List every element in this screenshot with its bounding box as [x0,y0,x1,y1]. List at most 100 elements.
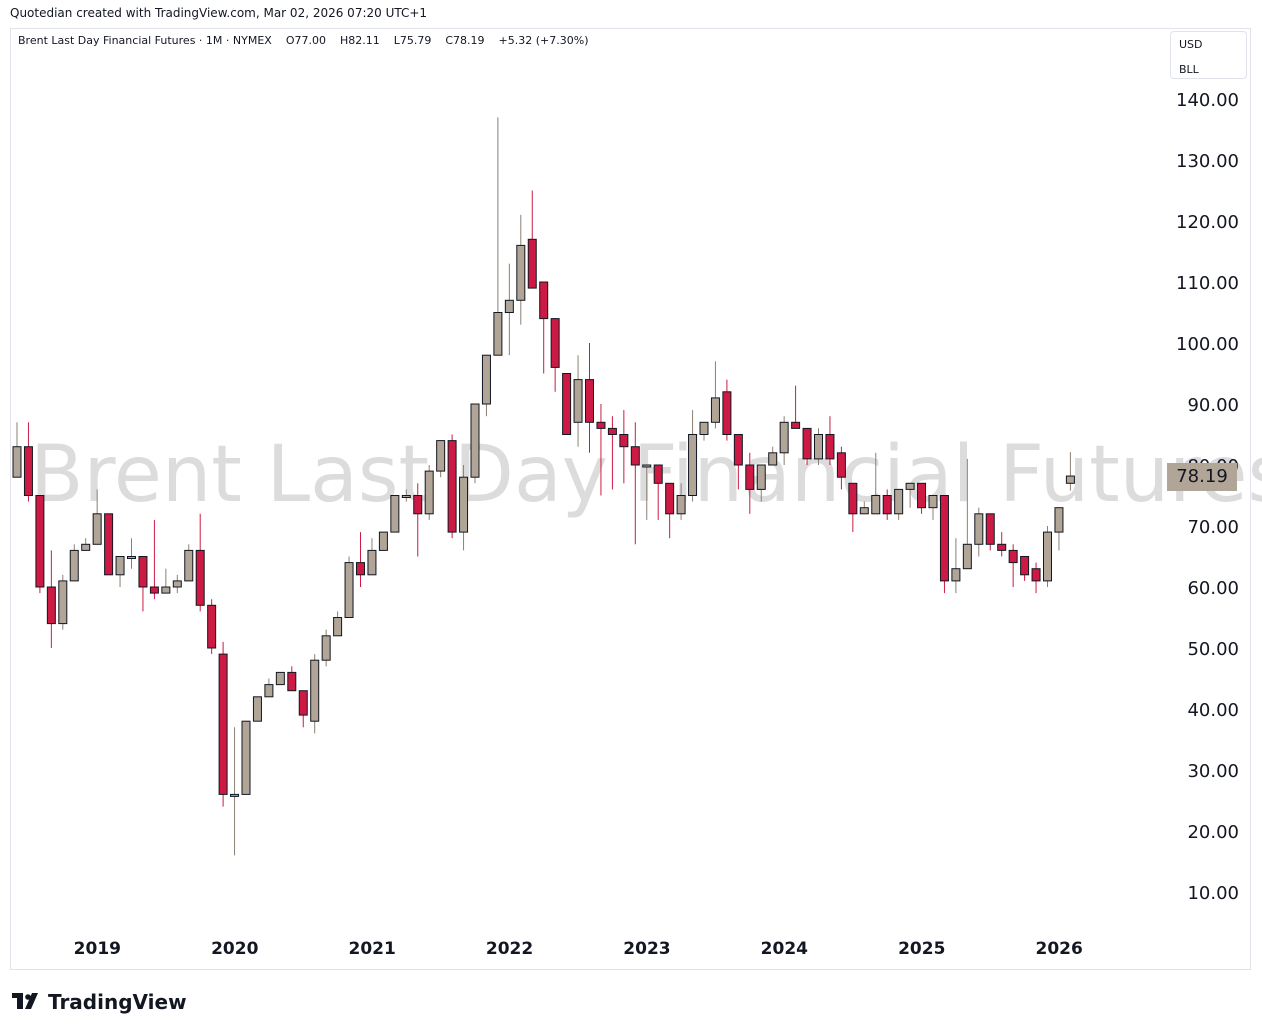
candle-2018-11[interactable] [23,422,33,502]
candle-2025-09[interactable] [962,458,972,570]
candle-2023-02[interactable] [607,416,617,490]
legend-symbol[interactable]: Brent Last Day Financial Futures · 1M · … [18,34,272,47]
candle-2022-08[interactable] [539,281,549,374]
candle-2023-09[interactable] [688,410,698,502]
candle-2024-01[interactable] [733,434,743,490]
candle-2026-01[interactable] [1008,544,1018,587]
candle-2020-01[interactable] [184,544,194,582]
candle-2025-06[interactable] [928,495,938,520]
candle-2022-02[interactable] [470,403,480,484]
candle-2023-08[interactable] [676,483,686,520]
candle-2021-09[interactable] [413,483,423,557]
candle-2020-11[interactable] [298,690,308,728]
candle-2024-06[interactable] [791,385,801,429]
candle-2022-10[interactable] [562,373,572,435]
candle-2020-08[interactable] [264,678,274,698]
candle-2021-02[interactable] [333,611,343,637]
candle-2024-09[interactable] [825,416,835,465]
candle-2019-02[interactable] [58,574,68,630]
candle-2019-03[interactable] [69,544,79,582]
candle-2021-04[interactable] [356,532,365,587]
candle-body [939,495,949,582]
candle-2025-10[interactable] [974,507,984,557]
candle-2020-07[interactable] [252,696,262,722]
candle-2019-12[interactable] [172,574,182,594]
candle-2025-03[interactable] [894,488,904,520]
candle-2020-04[interactable] [218,641,228,807]
candle-2024-10[interactable] [836,446,846,490]
candle-2019-08[interactable] [127,538,136,569]
currency-label[interactable]: USD [1179,38,1203,51]
candle-2024-02[interactable] [745,452,755,514]
candle-2025-07[interactable] [939,495,949,594]
candle-2025-01[interactable] [871,452,881,515]
candle-2021-01[interactable] [321,629,331,667]
candle-2018-12[interactable] [35,495,45,594]
candle-2022-01[interactable] [459,465,469,551]
candle-2025-11[interactable] [985,513,995,551]
candle-2019-07[interactable] [115,556,125,588]
price-scale-label-box[interactable]: USD BLL [1170,31,1247,79]
candle-2019-01[interactable] [46,550,56,648]
candle-2023-03[interactable] [619,410,629,484]
candle-2020-06[interactable] [241,720,251,795]
candle-2022-03[interactable] [481,354,491,417]
candle-2022-06[interactable] [516,214,526,325]
candle-2024-05[interactable] [779,416,789,465]
candle-2022-04[interactable] [493,117,503,356]
candle-2018-10[interactable] [12,422,22,478]
candle-2021-11[interactable] [436,440,446,478]
candle-2024-07[interactable] [802,427,812,465]
candle-2021-03[interactable] [344,556,354,618]
candle-2019-09[interactable] [138,556,148,612]
candle-2025-05[interactable] [917,482,927,514]
candle-2024-11[interactable] [848,482,858,533]
candle-2020-05[interactable] [230,727,240,856]
candle-2023-10[interactable] [699,421,709,441]
candle-2020-02[interactable] [195,513,205,612]
candle-2024-04[interactable] [768,446,778,466]
candle-body [390,495,400,533]
candle-2023-12[interactable] [722,379,732,441]
candle-2023-05[interactable] [642,464,652,520]
candle-2019-10[interactable] [149,519,159,600]
candle-2019-06[interactable] [104,513,114,576]
candle-2024-08[interactable] [814,428,823,465]
candle-2023-11[interactable] [710,361,720,429]
candle-2026-06[interactable] [1065,452,1075,491]
candle-2021-06[interactable] [378,531,388,551]
candle-2022-12[interactable] [585,343,594,453]
candle-2023-06[interactable] [653,464,663,520]
candle-2020-12[interactable] [310,654,320,734]
candle-2021-10[interactable] [424,465,434,520]
candle-2024-03[interactable] [756,464,766,502]
candle-2025-12[interactable] [997,532,1007,557]
candle-2021-08[interactable] [401,489,411,502]
candle-2026-04[interactable] [1043,526,1052,587]
candle-2022-05[interactable] [504,263,514,356]
candle-2021-05[interactable] [367,538,377,576]
candle-2023-01[interactable] [596,404,606,496]
candle-2020-03[interactable] [207,599,217,655]
candle-2025-04[interactable] [905,482,915,508]
candle-2025-02[interactable] [882,489,892,520]
candle-2021-07[interactable] [390,495,400,533]
candle-2019-11[interactable] [161,568,171,594]
candle-2020-10[interactable] [287,666,297,692]
candle-2022-11[interactable] [573,355,583,447]
candle-2025-08[interactable] [951,538,961,594]
candle-2022-09[interactable] [550,318,560,392]
tradingview-brand[interactable]: TradingView [12,990,187,1014]
candle-2024-12[interactable] [859,501,869,515]
candle-2023-07[interactable] [665,482,675,539]
candle-2019-04[interactable] [81,538,91,551]
candle-2022-07[interactable] [527,190,537,289]
candle-2026-03[interactable] [1031,562,1041,594]
candle-2026-05[interactable] [1054,507,1064,551]
candle-2023-04[interactable] [630,422,640,545]
candle-2020-09[interactable] [275,671,285,686]
candle-2019-05[interactable] [92,489,102,545]
candle-2021-12[interactable] [447,434,457,539]
candle-2026-02[interactable] [1020,556,1030,581]
